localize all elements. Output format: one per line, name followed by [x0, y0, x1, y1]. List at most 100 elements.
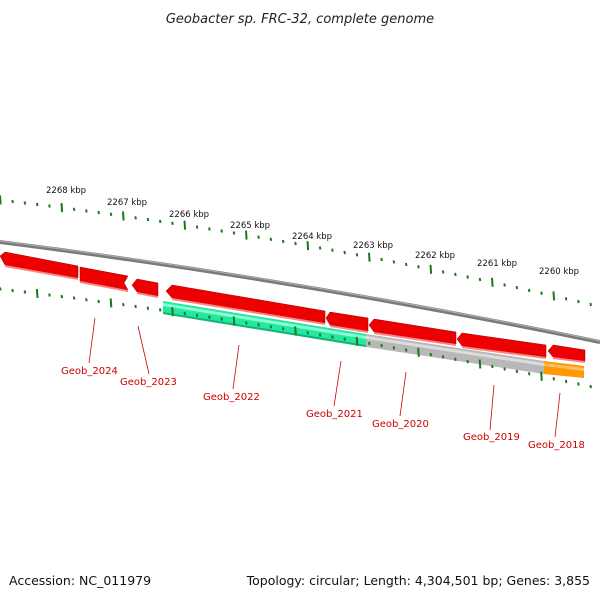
inner-scale-minor-tick [60, 294, 64, 299]
gene-geob-2023b-shade [137, 292, 158, 298]
outer-scale-minor-tick [392, 260, 396, 264]
outer-scale-minor-tick [564, 297, 568, 301]
outer-scale-minor-tick [331, 248, 334, 252]
outer-scale-minor-tick [577, 299, 580, 304]
leader-line-2019 [489, 384, 495, 431]
outer-scale-minor-tick [97, 210, 100, 215]
gene-geob-2023[interactable] [79, 266, 129, 291]
genome-backbone-highlight [0, 240, 600, 342]
gene-labels: Geob_2024 Geob_2023 Geob_2022 Geob_2021 … [61, 366, 585, 451]
gene-geob-2018-forward-shade [553, 357, 585, 363]
outer-scale-minor-tick [355, 253, 359, 257]
gene-geob-2023b[interactable] [131, 278, 159, 297]
inner-scale-minor-tick [97, 299, 100, 304]
inner-scale-minor-tick [195, 313, 199, 317]
leader-line-2018 [554, 392, 561, 438]
inner-scale-minor-tick [245, 321, 248, 325]
inner-scale-minor-tick [343, 337, 346, 341]
inner-scale-minor-tick [466, 359, 469, 364]
inner-scale-major-tick [417, 347, 420, 357]
inner-scale-minor-tick [23, 290, 27, 294]
reverse-strand-lane [163, 301, 584, 378]
outer-scale-minor-tick [208, 227, 211, 231]
outer-scale-major-tick [306, 241, 310, 251]
outer-scale-minor-tick [85, 209, 88, 213]
gene-geob-2018-orange-shine [544, 363, 584, 371]
outer-scale-minor-tick [48, 204, 51, 208]
gene-label-geob-2022[interactable]: Geob_2022 [203, 392, 260, 403]
inner-scale-minor-tick [281, 327, 285, 331]
outer-scale-minor-tick [515, 285, 519, 290]
gene-label-geob-2024[interactable]: Geob_2024 [61, 366, 118, 377]
gene-label-geob-2020[interactable]: Geob_2020 [372, 419, 429, 430]
inner-scale-minor-tick [85, 298, 88, 302]
outer-scale-minor-tick [540, 291, 543, 295]
inner-scale-minor-tick [491, 364, 494, 369]
leader-line-2024 [88, 317, 96, 364]
outer-scale-minor-tick [158, 219, 162, 224]
gene-geob-2024[interactable] [0, 251, 79, 279]
leader-line-2022 [232, 344, 240, 390]
outer-scale-major-tick [60, 203, 64, 213]
outer-scale-minor-tick [23, 201, 27, 205]
outer-scale-minor-tick [454, 272, 457, 277]
gene-leader-lines [88, 317, 561, 438]
outer-scale-major-tick [183, 220, 187, 230]
outer-scale-minor-tick [220, 229, 223, 233]
scale-label-2268: 2268 kbp [46, 186, 86, 196]
inner-scale-minor-tick [404, 348, 408, 352]
outer-scale-minor-tick [195, 225, 199, 229]
outer-scale-minor-tick [281, 239, 285, 244]
gene-label-geob-2018[interactable]: Geob_2018 [528, 440, 585, 451]
outer-scale-minor-tick [466, 275, 469, 279]
inner-scale-minor-tick [527, 372, 531, 376]
scale-label-2261: 2261 kbp [477, 259, 517, 269]
gene-geob-2022-highlight-shade [163, 312, 366, 347]
inner-scale-minor-tick [589, 384, 592, 389]
outer-scale-minor-tick [171, 221, 174, 225]
inner-scale-major-tick [232, 316, 236, 326]
gene-geob-2021-forward-shade [330, 325, 368, 333]
inner-scale-minor-tick [134, 304, 137, 309]
gene-label-geob-2023[interactable]: Geob_2023 [120, 377, 177, 388]
outer-scale-minor-tick [134, 216, 137, 220]
leader-line-2023 [137, 325, 150, 375]
outer-scale-minor-tick [503, 283, 506, 287]
outer-scale-major-tick [245, 230, 248, 240]
inner-scale-minor-tick [331, 335, 334, 339]
outer-scale-minor-tick [318, 246, 322, 250]
map-title: Geobacter sp. FRC-32, complete genome [166, 12, 434, 27]
inner-scale-minor-tick [11, 288, 14, 293]
inner-scale-minor-tick [368, 341, 371, 346]
outer-scale-ring: 2268 kbp 2267 kbp 2266 kbp 2265 kbp 2264… [0, 186, 592, 307]
scale-label-2260: 2260 kbp [539, 267, 579, 277]
genome-backbone [0, 240, 600, 344]
outer-scale-major-tick [368, 252, 371, 262]
inner-scale-ticks [0, 287, 592, 389]
forward-strand-genes [0, 251, 586, 363]
outer-scale-minor-tick [478, 277, 482, 282]
outer-scale-ticks [0, 195, 592, 307]
gene-geob-2023-shade [80, 281, 128, 292]
inner-scale-minor-tick [183, 311, 187, 316]
inner-scale-major-tick [294, 326, 297, 336]
outer-scale-major-tick [491, 277, 494, 287]
scale-label-2266: 2266 kbp [169, 210, 209, 220]
scale-label-2263: 2263 kbp [353, 241, 393, 251]
inner-scale-minor-tick [220, 317, 223, 321]
outer-scale-minor-tick [380, 257, 383, 262]
genome-summary-text: Topology: circular; Length: 4,304,501 bp… [246, 573, 590, 588]
outer-scale-minor-tick [441, 270, 445, 274]
gene-label-geob-2021[interactable]: Geob_2021 [306, 409, 363, 420]
leader-line-2020 [399, 371, 407, 417]
inner-scale-minor-tick [48, 293, 51, 297]
inner-scale-minor-tick [552, 377, 556, 381]
outer-scale-minor-tick [257, 235, 260, 239]
inner-scale-major-tick [540, 371, 543, 381]
gene-label-geob-2019[interactable]: Geob_2019 [463, 432, 520, 443]
outer-scale-minor-tick [527, 288, 531, 293]
outer-scale-minor-tick [404, 262, 408, 267]
inner-scale-minor-tick [158, 308, 162, 312]
